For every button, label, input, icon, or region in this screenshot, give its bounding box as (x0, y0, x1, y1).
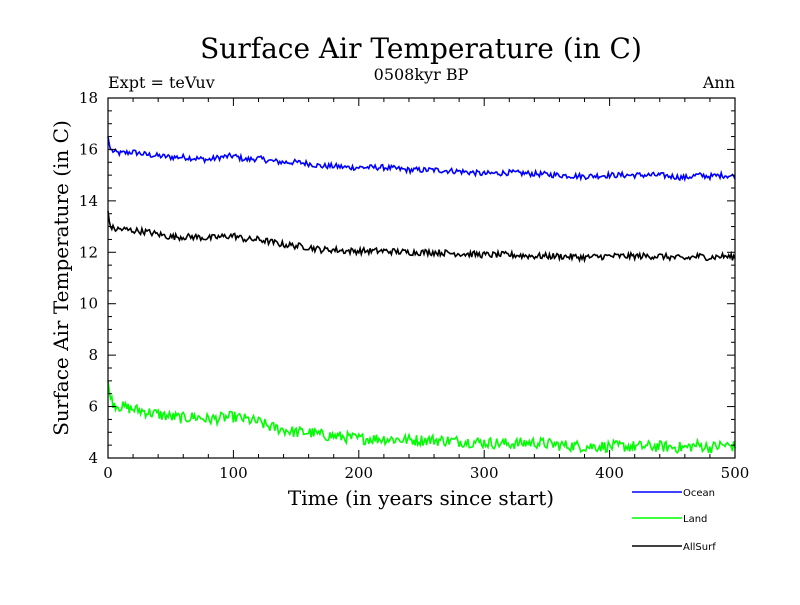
y-tick-label: 10 (79, 295, 98, 313)
legend-label-allsurf: AllSurf (683, 542, 716, 553)
season-label: Ann (702, 73, 735, 92)
experiment-label: Expt = teVuv (108, 73, 215, 92)
legend: Ocean Land AllSurf (632, 488, 716, 553)
y-tick-label: 16 (79, 140, 98, 158)
y-tick-label: 6 (88, 398, 98, 416)
chart-title: Surface Air Temperature (in C) (200, 32, 642, 65)
chart-subtitle: 0508kyr BP (374, 65, 469, 84)
legend-label-ocean: Ocean (683, 488, 715, 499)
legend-label-land: Land (683, 514, 707, 525)
y-axis-label: Surface Air Temperature (in C) (49, 120, 73, 436)
y-tick-label: 8 (88, 346, 98, 364)
series-line-land (107, 380, 736, 454)
y-tick-label: 18 (79, 89, 98, 107)
y-tick-label: 14 (79, 192, 98, 210)
series-line-ocean (107, 136, 736, 183)
plot-area: 0 100 200 300 400 500 4 6 8 10 12 14 16 18 (79, 89, 749, 482)
y-tick-label: 4 (88, 449, 98, 467)
x-tick-label: 300 (470, 464, 499, 482)
x-tick-label: 400 (595, 464, 624, 482)
x-tick-label: 200 (344, 464, 373, 482)
x-tick-label: 100 (219, 464, 248, 482)
x-tick-label: 0 (103, 464, 113, 482)
x-tick-label: 500 (721, 464, 750, 482)
series-line-allsurf (107, 210, 736, 264)
plot-frame (107, 97, 736, 459)
x-axis-label: Time (in years since start) (288, 486, 554, 510)
y-tick-label: 12 (79, 243, 98, 261)
